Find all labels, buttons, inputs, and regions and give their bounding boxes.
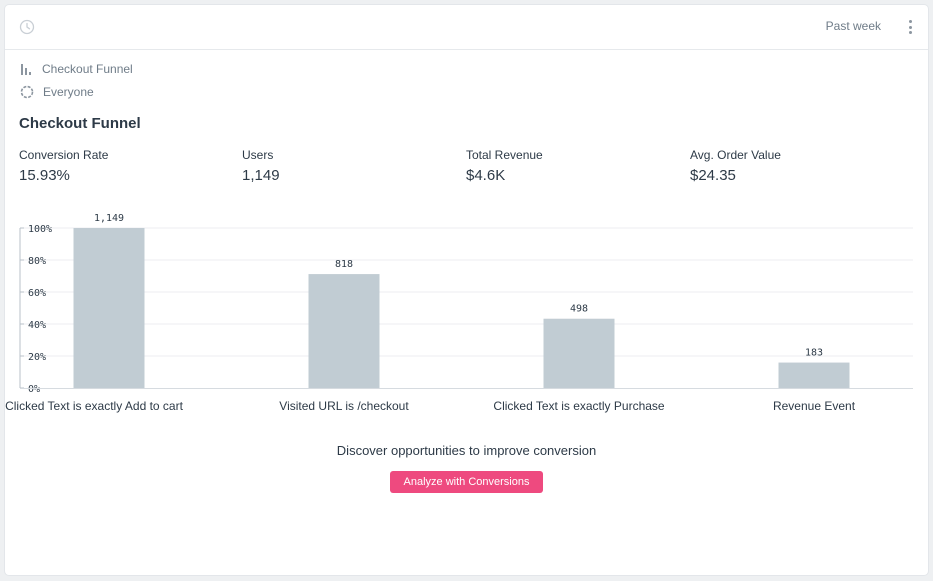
bar-value-label: 498 xyxy=(570,304,588,315)
funnel-chart: 100% 80% 60% 40% 20% 0% 1,149 818 498 183 xyxy=(19,213,913,395)
metric-value: 15.93% xyxy=(19,167,70,184)
y-tick-label: 0% xyxy=(28,384,40,395)
category-label: Visited URL is /checkout xyxy=(279,399,409,413)
category-label: Clicked Text is exactly Add to cart xyxy=(5,399,183,413)
category-label: Clicked Text is exactly Purchase xyxy=(493,399,665,413)
metric-label: Users xyxy=(242,148,274,162)
metric-conversion-rate: Conversion Rate 15.93% xyxy=(19,148,108,184)
y-tick-label: 80% xyxy=(28,256,46,267)
bar-value-label: 183 xyxy=(805,348,823,359)
report-name: Checkout Funnel xyxy=(42,62,133,76)
bar-chart-icon xyxy=(21,63,31,75)
metric-users: Users 1,149 xyxy=(242,148,280,184)
bar xyxy=(73,228,145,388)
clock-icon[interactable] xyxy=(19,19,35,35)
analyze-conversions-button[interactable]: Analyze with Conversions xyxy=(390,471,543,493)
metric-value: $24.35 xyxy=(690,167,736,184)
chart-title: Checkout Funnel xyxy=(19,115,141,132)
cta-text: Discover opportunities to improve conver… xyxy=(336,443,597,458)
more-vertical-icon[interactable] xyxy=(907,18,915,36)
y-tick-label: 60% xyxy=(28,288,46,299)
y-tick-label: 40% xyxy=(28,320,46,331)
segment-row: Everyone xyxy=(20,85,94,99)
metric-label: Avg. Order Value xyxy=(690,148,781,162)
bar-value-label: 1,149 xyxy=(94,213,124,224)
metric-label: Total Revenue xyxy=(466,148,543,162)
metric-value: $4.6K xyxy=(466,167,506,184)
report-name-row: Checkout Funnel xyxy=(20,62,133,76)
card-header: Past week xyxy=(5,5,928,50)
segment-circle-icon xyxy=(20,85,34,99)
bar xyxy=(308,274,380,388)
metric-label: Conversion Rate xyxy=(19,148,109,162)
bar xyxy=(778,362,850,388)
metric-avg-order-value: Avg. Order Value $24.35 xyxy=(690,148,781,184)
bar xyxy=(543,318,615,388)
y-tick-label: 20% xyxy=(28,352,46,363)
bar-value-label: 818 xyxy=(335,259,353,270)
y-tick-label: 100% xyxy=(28,224,52,235)
segment-name: Everyone xyxy=(43,85,94,99)
funnel-card: Past week Checkout Funnel Everyone Check… xyxy=(5,5,928,575)
metric-value: 1,149 xyxy=(242,167,280,184)
category-label: Revenue Event xyxy=(772,399,856,413)
date-range-selector[interactable]: Past week xyxy=(825,19,881,33)
metric-total-revenue: Total Revenue $4.6K xyxy=(466,148,543,184)
